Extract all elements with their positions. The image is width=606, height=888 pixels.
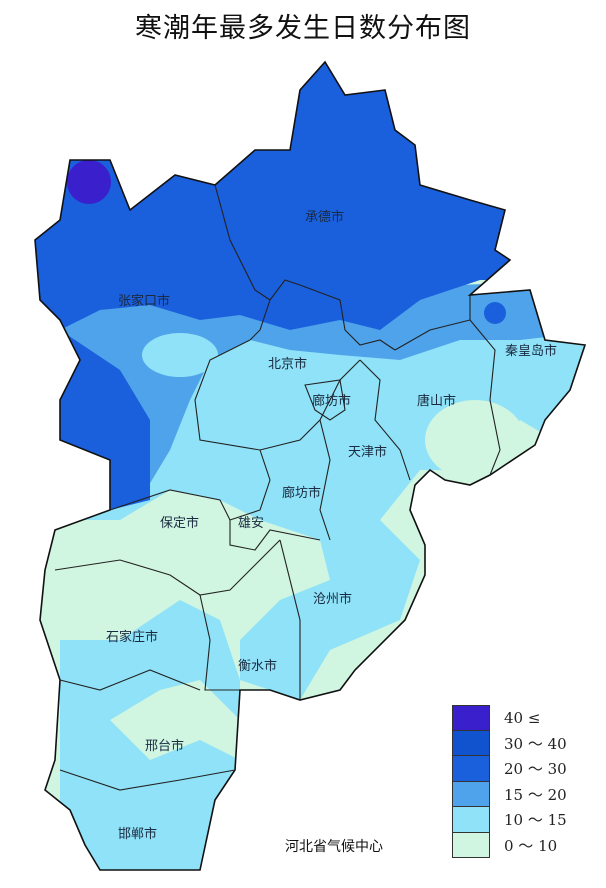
legend-swatch <box>452 807 490 833</box>
legend-label: 40 ≤ <box>504 708 541 727</box>
legend-label: 30 ～ 40 <box>504 734 567 753</box>
legend-label: 0 ～ 10 <box>504 836 558 855</box>
label-cangzhou: 沧州市 <box>313 591 352 607</box>
label-xiongan: 雄安 <box>238 516 264 531</box>
legend-label: 10 ～ 15 <box>504 811 567 830</box>
legend-item: 40 ≤ <box>452 705 567 731</box>
label-zhangjiakou: 张家口市 <box>118 293 170 309</box>
legend-swatch <box>452 756 490 782</box>
legend-swatch <box>452 705 490 731</box>
zone-10-15-patch <box>142 333 218 377</box>
zone-10-15-patch <box>513 385 537 405</box>
label-beijing: 北京市 <box>268 356 307 372</box>
label-handan: 邯郸市 <box>118 826 157 842</box>
label-chengde: 承德市 <box>305 209 344 225</box>
legend-label: 20 ～ 30 <box>504 760 567 779</box>
legend-label: 15 ～ 20 <box>504 785 567 804</box>
city-boundaries <box>54 184 501 791</box>
legend-swatch <box>452 781 490 807</box>
label-tianjin: 天津市 <box>348 444 387 460</box>
legend-item: 15 ～ 20 <box>452 781 567 807</box>
label-langfang: 廊坊市 <box>282 485 321 501</box>
zone-20-30-patch <box>484 302 506 324</box>
label-shijiazhuang: 石家庄市 <box>106 629 158 645</box>
zone-40-plus <box>67 160 111 204</box>
label-qinhuangdao: 秦皇岛市 <box>505 343 557 359</box>
credit: 河北省气候中心 <box>285 839 383 855</box>
label-langfang-north: 廊坊市 <box>312 393 351 409</box>
legend: 40 ≤ 30 ～ 40 20 ～ 30 15 ～ 20 10 ～ 15 0 ～… <box>452 705 567 858</box>
city-labels: 承德市 张家口市 北京市 廊坊市 唐山市 秦皇岛市 天津市 廊坊市 保定市 雄安… <box>106 209 557 842</box>
legend-swatch <box>452 730 490 756</box>
zone-0-10-patch <box>425 400 525 480</box>
map-title: 寒潮年最多发生日数分布图 <box>135 13 471 44</box>
legend-swatch <box>452 832 490 858</box>
label-baoding: 保定市 <box>160 515 199 531</box>
legend-item: 30 ～ 40 <box>452 730 567 756</box>
legend-item: 20 ～ 30 <box>452 756 567 782</box>
label-xingtai: 邢台市 <box>145 738 184 754</box>
legend-item: 10 ～ 15 <box>452 807 567 833</box>
label-hengshui: 衡水市 <box>238 658 277 674</box>
zone-15-20 <box>35 280 585 510</box>
legend-item: 0 ～ 10 <box>452 832 567 858</box>
label-tangshan: 唐山市 <box>417 393 456 409</box>
